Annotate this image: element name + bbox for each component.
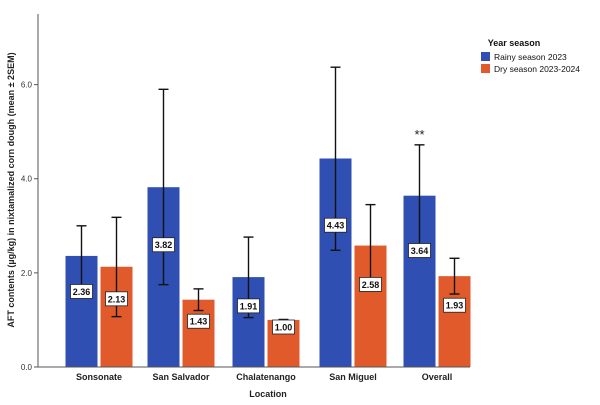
legend-swatch-dry: [481, 64, 490, 73]
data-label-dry-overall: 1.93: [443, 297, 466, 313]
data-label-dry-chalatenango: 1.00: [272, 319, 295, 335]
svg-text:3.82: 3.82: [155, 240, 173, 250]
svg-text:2.13: 2.13: [108, 294, 126, 304]
data-label-rainy-san-miguel: 4.43: [324, 217, 347, 233]
bars-layer: [65, 158, 471, 367]
svg-text:1.43: 1.43: [190, 317, 208, 327]
legend: Year season Rainy season 2023 Dry season…: [481, 38, 580, 74]
data-label-rainy-overall: 3.64: [408, 243, 431, 258]
legend-label-dry: Dry season 2023-2024: [494, 64, 580, 74]
y-tick-label: 2.0: [21, 269, 33, 278]
svg-text:1.93: 1.93: [446, 301, 464, 311]
significance-annotation: **: [414, 127, 424, 142]
x-tick-label-sonsonate: Sonsonate: [76, 372, 122, 382]
error-bars-layer: [76, 66, 460, 322]
x-tick-label-san-salvador: San Salvador: [152, 372, 210, 382]
y-tick-label: 0.0: [21, 363, 33, 372]
x-tick-label-chalatenango: Chalatenango: [236, 372, 296, 382]
x-tick-label-overall: Overall: [422, 372, 453, 382]
data-labels-layer: 2.36 3.82 1.91 4.43 3.64 2.13 1.43 1.00 2.58 1.93…: [70, 127, 466, 335]
x-axis-title: Location: [249, 389, 287, 399]
legend-swatch-rainy: [481, 52, 490, 61]
data-label-rainy-san-salvador: 3.82: [152, 237, 175, 253]
axes-layer: 0.0 2.0 4.0 6.0 Sonsonate San Salvador Chalate…: [21, 14, 470, 382]
error-bar-dry-overall: [449, 257, 460, 295]
svg-text:2.58: 2.58: [362, 280, 380, 290]
y-axis-title: AFT contents (µg/kg) in nixtamalized cor…: [6, 52, 16, 327]
legend-title: Year season: [488, 38, 541, 48]
legend-label-rainy: Rainy season 2023: [494, 52, 567, 62]
data-label-dry-sonsonate: 2.13: [105, 291, 128, 307]
data-label-dry-san-miguel: 2.58: [359, 277, 382, 292]
data-label-dry-san-salvador: 1.43: [187, 313, 210, 329]
data-label-rainy-sonsonate: 2.36: [70, 284, 93, 299]
y-tick-label: 6.0: [21, 81, 33, 90]
error-bar-dry-san-salvador: [193, 288, 204, 312]
data-label-rainy-chalatenango: 1.91: [237, 298, 260, 314]
y-tick-label: 4.0: [21, 175, 33, 184]
svg-text:1.00: 1.00: [275, 323, 293, 333]
svg-text:3.64: 3.64: [411, 246, 429, 256]
svg-text:1.91: 1.91: [240, 301, 258, 311]
svg-text:4.43: 4.43: [327, 221, 345, 231]
x-tick-label-san-miguel: San Miguel: [329, 372, 377, 382]
svg-text:2.36: 2.36: [73, 287, 91, 297]
